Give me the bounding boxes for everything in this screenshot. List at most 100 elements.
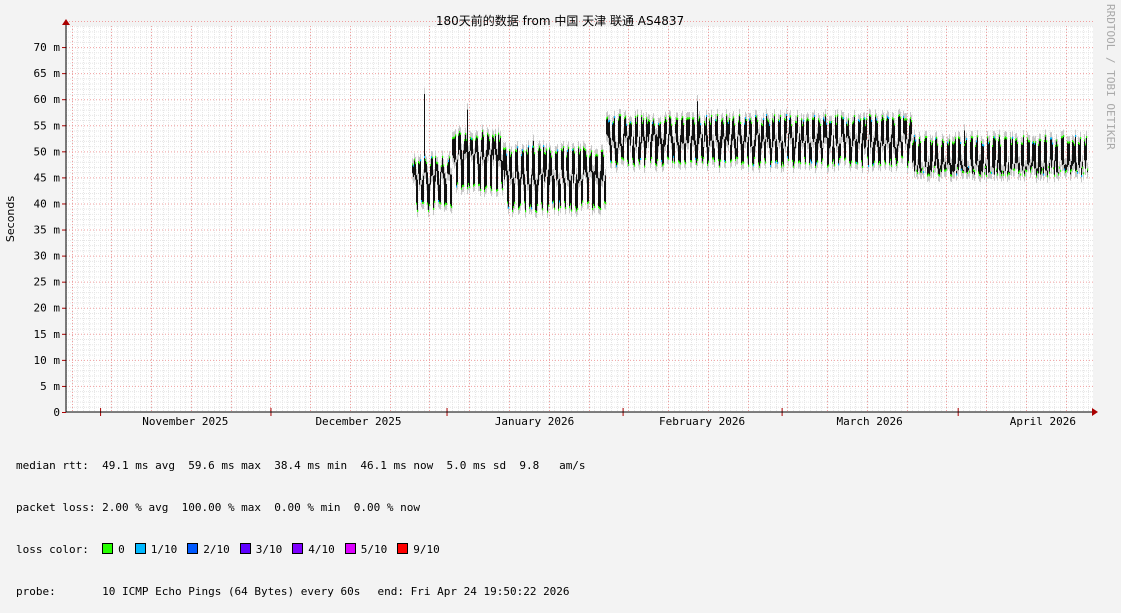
median-dot: [964, 143, 966, 146]
median-dot: [906, 118, 908, 121]
median-dot: [771, 160, 773, 163]
median-dot: [1065, 171, 1067, 174]
median-dot: [633, 163, 635, 166]
median-dot: [565, 207, 567, 210]
median-dot: [667, 156, 669, 159]
median-dot: [1016, 138, 1018, 141]
median-dot: [853, 120, 855, 123]
median-dot: [427, 202, 429, 205]
median-dot: [766, 114, 768, 117]
median-dot: [1082, 166, 1084, 169]
median-dot: [499, 139, 501, 142]
median-dot: [773, 120, 775, 123]
median-dot: [700, 123, 702, 126]
median-dot: [747, 156, 749, 159]
median-dot: [725, 161, 727, 164]
median-dot: [457, 182, 459, 185]
median-dot: [795, 120, 797, 123]
median-dot: [611, 161, 613, 164]
median-dot: [1077, 171, 1079, 174]
median-dot: [448, 160, 450, 163]
median-dot: [425, 159, 427, 162]
median-dot: [814, 114, 816, 117]
median-dot: [505, 147, 507, 150]
median-dot: [519, 206, 521, 209]
median-dot: [754, 156, 756, 159]
median-dot: [1006, 137, 1008, 140]
median-dot: [999, 134, 1001, 137]
median-dot: [804, 156, 806, 159]
median-dot: [1030, 170, 1032, 173]
median-dot: [463, 184, 465, 187]
median-dot: [435, 155, 437, 158]
median-dot: [829, 121, 831, 124]
median-dot: [888, 117, 890, 120]
median-dot: [925, 136, 927, 139]
median-dot: [666, 119, 668, 122]
median-dot: [497, 189, 499, 192]
median-dot: [909, 123, 911, 126]
median-dot: [476, 135, 478, 138]
median-dot: [1042, 168, 1044, 171]
median-dot: [699, 116, 701, 119]
median-dot: [513, 206, 515, 209]
median-dot: [738, 120, 740, 123]
median-dot: [655, 163, 657, 166]
median-dot: [546, 148, 548, 151]
median-dot: [748, 164, 750, 167]
median-dot: [730, 160, 732, 163]
median-dot: [1011, 143, 1013, 146]
median-dot: [974, 170, 976, 173]
median-dot: [680, 162, 682, 165]
median-dot: [469, 186, 471, 189]
median-dot: [750, 118, 752, 121]
median-dot: [518, 207, 520, 210]
median-dot: [681, 118, 683, 121]
median-dot: [481, 137, 483, 140]
median-dot: [870, 114, 872, 117]
median-dot: [1029, 140, 1031, 143]
median-dot: [837, 114, 839, 117]
median-dot: [1026, 170, 1028, 173]
median-dot: [1055, 144, 1057, 147]
median-dot: [430, 164, 432, 167]
median-dot: [965, 141, 967, 144]
median-dot: [550, 150, 552, 153]
median-dot: [966, 137, 968, 140]
median-dot: [765, 161, 767, 164]
median-dot: [635, 115, 637, 118]
median-dot: [504, 148, 506, 151]
median-dot: [560, 206, 562, 209]
median-dot: [1051, 137, 1053, 140]
median-dot: [709, 118, 711, 121]
median-dot: [509, 148, 511, 151]
median-dot: [1087, 168, 1089, 171]
loss-color-item: 1/10: [134, 543, 177, 556]
median-dot: [514, 201, 516, 204]
data-marks: [412, 87, 1089, 219]
median-dot: [618, 118, 620, 121]
median-dot: [716, 119, 718, 122]
median-dot: [636, 121, 638, 124]
median-dot: [1044, 139, 1046, 142]
median-dot: [1023, 135, 1025, 138]
median-dot: [839, 157, 841, 160]
median-dot: [417, 209, 419, 212]
median-dot: [850, 164, 852, 167]
median-dot: [914, 134, 916, 137]
median-dot: [911, 120, 913, 123]
chart-title: 180天前的数据 from 中国 天津 联通 AS4837: [436, 13, 684, 28]
median-dot: [874, 160, 876, 163]
median-dot: [868, 165, 870, 168]
median-dot: [898, 114, 900, 117]
loss-color-swatch: [397, 543, 409, 554]
median-dot: [857, 162, 859, 165]
median-dot: [1025, 169, 1027, 172]
loss-color-item: 0: [102, 543, 125, 556]
median-dot: [613, 121, 615, 124]
median-dot: [587, 202, 589, 205]
median-dot: [649, 120, 651, 123]
median-dot: [447, 163, 449, 166]
median-dot: [1080, 137, 1082, 140]
median-dot: [1004, 137, 1006, 140]
